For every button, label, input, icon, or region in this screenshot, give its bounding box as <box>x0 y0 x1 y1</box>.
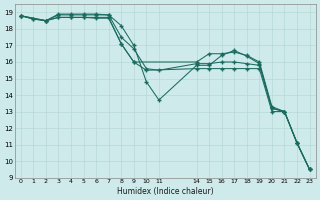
X-axis label: Humidex (Indice chaleur): Humidex (Indice chaleur) <box>117 187 213 196</box>
